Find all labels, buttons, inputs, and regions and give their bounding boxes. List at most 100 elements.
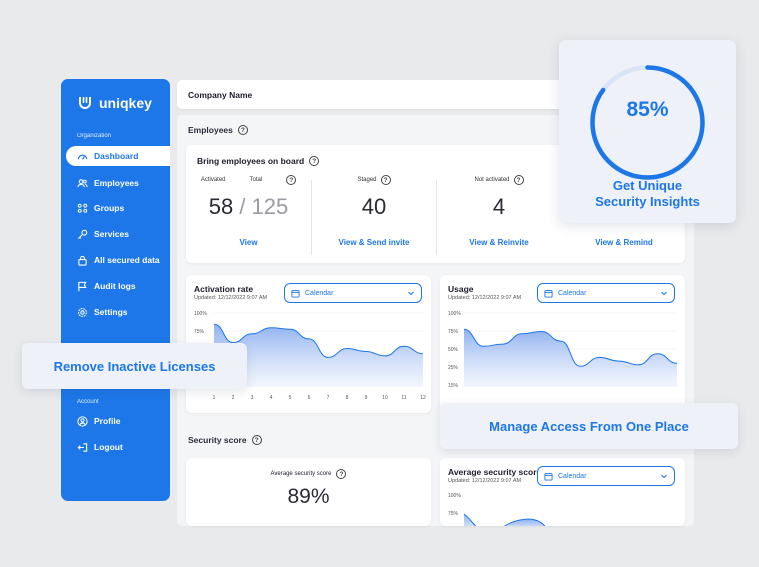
sidebar-item-all-secured-data[interactable]: All secured data bbox=[66, 250, 170, 270]
progress-ring bbox=[590, 65, 705, 180]
sidebar-item-label: All secured data bbox=[94, 255, 160, 265]
chevron-down-icon bbox=[661, 291, 667, 296]
stat-fourth: View & Remind bbox=[562, 175, 686, 255]
series-area bbox=[214, 324, 423, 387]
view-remind-link[interactable]: View & Remind bbox=[595, 238, 653, 247]
y-tick-label: 75% bbox=[194, 329, 205, 335]
remove-inactive-callout: Remove Inactive Licenses bbox=[22, 343, 247, 389]
calendar-icon bbox=[544, 289, 553, 298]
sidebar-item-label: Settings bbox=[94, 307, 128, 317]
divider bbox=[311, 180, 312, 255]
progress-ring-fill bbox=[590, 65, 705, 180]
help-icon[interactable]: ? bbox=[309, 156, 320, 166]
calendar-select[interactable]: Calendar bbox=[537, 466, 675, 486]
sidebar-item-groups[interactable]: Groups bbox=[66, 198, 170, 218]
divider bbox=[436, 180, 437, 255]
avg-security-chart-card: Average security score Updated: 12/12/20… bbox=[440, 458, 685, 526]
manage-access-callout: Manage Access From One Place bbox=[440, 403, 738, 449]
gauge-icon bbox=[77, 154, 88, 160]
manage-access-text: Manage Access From One Place bbox=[489, 418, 689, 434]
calendar-icon bbox=[544, 472, 553, 481]
usage-title: Usage bbox=[448, 284, 474, 294]
total-label: Total bbox=[249, 177, 263, 183]
series-area bbox=[505, 519, 545, 526]
avg-security-label-row: Average security score ? bbox=[186, 469, 431, 479]
x-tick-label: 5 bbox=[289, 395, 292, 401]
brand-logo[interactable]: uniqkey bbox=[77, 95, 152, 111]
view-link[interactable]: View bbox=[239, 238, 258, 247]
y-tick-label: 50% bbox=[448, 347, 459, 353]
y-tick-label: 75% bbox=[448, 329, 459, 335]
activation-rate-updated: Updated: 12/12/2022 9:07 AM bbox=[194, 295, 268, 301]
series-line bbox=[463, 328, 678, 367]
chevron-down-icon bbox=[661, 474, 667, 479]
sidebar-item-employees[interactable]: Employees bbox=[66, 173, 170, 193]
y-tick-label: 100% bbox=[448, 493, 461, 499]
sidebar-item-audit-logs[interactable]: Audit logs bbox=[66, 276, 170, 296]
help-icon[interactable]: ? bbox=[286, 175, 297, 185]
help-icon[interactable]: ? bbox=[336, 469, 347, 479]
sidebar-item-services[interactable]: Services bbox=[66, 224, 170, 244]
company-name: Company Name bbox=[188, 90, 253, 100]
sidebar-item-label: Employees bbox=[94, 178, 139, 188]
stat-activated: Activated Total ? 58 / 125 View bbox=[186, 175, 311, 255]
help-icon[interactable]: ? bbox=[380, 175, 391, 185]
x-tick-label: 4 bbox=[270, 395, 273, 401]
not-activated-count: 4 bbox=[492, 194, 506, 219]
avg-security-plot: 100% 75% bbox=[448, 493, 546, 526]
x-tick-label: 1 bbox=[213, 395, 216, 401]
onboarding-card-title: Bring employees on board ? bbox=[197, 156, 320, 166]
flag-icon bbox=[78, 281, 87, 291]
insight-text-line-1: Get Unique bbox=[612, 178, 683, 193]
sidebar-item-label: Groups bbox=[94, 203, 125, 213]
x-tick-label: 9 bbox=[365, 395, 368, 401]
usage-updated: Updated: 12/12/2022 9:07 AM bbox=[448, 295, 522, 301]
sidebar-item-logout[interactable]: Logout bbox=[66, 437, 170, 457]
sidebar-item-dashboard[interactable]: Dashboard bbox=[66, 146, 170, 166]
account-label: Account bbox=[77, 399, 99, 405]
activated-value: 58 bbox=[208, 194, 234, 219]
activated-label: Activated bbox=[200, 177, 226, 183]
series-line bbox=[213, 323, 424, 358]
stat-not-activated: Not activated ? 4 View & Reinvite bbox=[437, 175, 561, 255]
view-reinvite-link[interactable]: View & Reinvite bbox=[469, 238, 529, 247]
security-insights-callout: 85% Get Unique Security Insights bbox=[559, 40, 736, 223]
security-section-label: Security score bbox=[188, 435, 247, 445]
x-tick-label: 8 bbox=[346, 395, 349, 401]
employees-section-title: Employees ? bbox=[188, 125, 248, 135]
x-tick-label: 3 bbox=[251, 395, 254, 401]
employees-section-label: Employees bbox=[188, 125, 233, 135]
users-icon bbox=[77, 178, 88, 187]
calendar-icon bbox=[291, 289, 300, 298]
calendar-select[interactable]: Calendar bbox=[284, 283, 422, 303]
view-send-invite-link[interactable]: View & Send invite bbox=[338, 238, 410, 247]
insight-text-line-2: Security Insights bbox=[595, 194, 700, 209]
dashboard-content: Employees ? Bring employees on board ? A… bbox=[177, 115, 694, 526]
x-tick-label: 12 bbox=[420, 395, 426, 401]
insight-text: Get Unique Security Insights bbox=[559, 178, 736, 210]
x-tick-label: 2 bbox=[232, 395, 235, 401]
gear-icon bbox=[78, 307, 87, 317]
sidebar-item-label: Profile bbox=[94, 416, 121, 426]
lock-icon bbox=[78, 255, 87, 266]
groups-icon bbox=[77, 203, 88, 213]
help-icon[interactable]: ? bbox=[237, 125, 248, 135]
help-icon[interactable]: ? bbox=[251, 435, 262, 445]
sidebar-item-settings[interactable]: Settings bbox=[66, 302, 170, 322]
help-icon[interactable]: ? bbox=[513, 175, 524, 185]
y-tick-label: 15% bbox=[448, 383, 459, 389]
usage-plot: 100% 75% 50% 25% 15% bbox=[448, 311, 678, 389]
sidebar-item-profile[interactable]: Profile bbox=[66, 411, 170, 431]
avg-security-label: Average security score bbox=[270, 471, 332, 477]
organization-label: Organization bbox=[77, 133, 112, 139]
uniqkey-logo-icon bbox=[79, 97, 91, 109]
sidebar: uniqkey Organization Dashboard Employees… bbox=[61, 79, 170, 501]
calendar-select[interactable]: Calendar bbox=[537, 283, 675, 303]
staged-count: 40 bbox=[361, 194, 387, 219]
x-tick-label: 10 bbox=[382, 395, 388, 401]
sidebar-item-label: Services bbox=[94, 229, 129, 239]
series-area bbox=[464, 329, 677, 387]
y-tick-label: 25% bbox=[448, 365, 459, 371]
series-line bbox=[463, 513, 546, 526]
stat-staged: Staged ? 40 View & Send invite bbox=[312, 175, 436, 255]
